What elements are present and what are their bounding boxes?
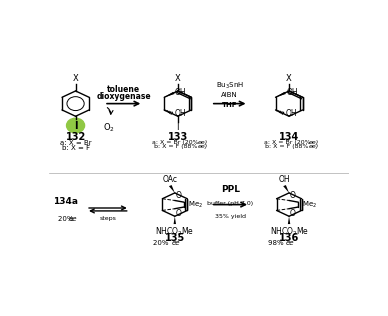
Text: dioxygenase: dioxygenase (96, 92, 151, 101)
Text: Me$_2$: Me$_2$ (188, 199, 203, 210)
Text: ee: ee (172, 240, 180, 246)
Text: O: O (175, 191, 181, 200)
Text: NHCO$_2$Me: NHCO$_2$Me (270, 225, 308, 238)
Text: 136: 136 (279, 233, 299, 243)
Text: 20%: 20% (59, 216, 75, 222)
Text: 98%: 98% (268, 240, 284, 246)
Text: O: O (175, 209, 181, 218)
Polygon shape (169, 185, 175, 193)
Text: X: X (175, 74, 181, 83)
Text: 133: 133 (168, 131, 188, 142)
Text: X: X (286, 74, 292, 83)
Polygon shape (275, 92, 286, 97)
Text: a: X = Br (20%: a: X = Br (20% (263, 140, 312, 145)
Text: ee: ee (286, 240, 294, 246)
Text: buffer (pH 7.0): buffer (pH 7.0) (207, 201, 253, 206)
Circle shape (66, 118, 85, 133)
Text: b: X = F (88%: b: X = F (88% (154, 144, 199, 149)
Text: O: O (289, 191, 295, 200)
Text: Bu$_3$SnH: Bu$_3$SnH (215, 81, 244, 91)
Text: O$_2$: O$_2$ (103, 121, 114, 134)
Text: b: X = F: b: X = F (62, 145, 90, 151)
Text: 134: 134 (279, 131, 299, 142)
Text: 135: 135 (165, 233, 185, 243)
Polygon shape (283, 185, 289, 193)
Text: a: X = Br: a: X = Br (60, 140, 92, 146)
Text: a: X = Br (20%: a: X = Br (20% (152, 140, 200, 145)
Text: OH: OH (175, 109, 186, 118)
Text: toluene: toluene (107, 85, 140, 94)
Text: PPL: PPL (221, 185, 240, 194)
Polygon shape (288, 216, 290, 224)
Polygon shape (164, 92, 175, 97)
Text: Me$_2$: Me$_2$ (302, 199, 317, 210)
Polygon shape (173, 216, 176, 224)
Text: ee): ee) (308, 140, 319, 145)
Text: ee): ee) (197, 140, 208, 145)
Text: ee: ee (68, 216, 77, 222)
Text: I: I (177, 123, 179, 131)
Text: 132: 132 (66, 131, 86, 142)
Text: NHCO$_2$Me: NHCO$_2$Me (155, 225, 194, 238)
Text: THF: THF (222, 102, 237, 108)
Text: O: O (289, 209, 295, 218)
Text: OH: OH (286, 109, 297, 118)
Text: I: I (74, 120, 77, 131)
Text: ee): ee) (197, 144, 208, 149)
Text: X: X (73, 74, 78, 83)
Text: ee): ee) (308, 144, 319, 149)
Text: AIBN: AIBN (221, 92, 238, 98)
Text: b: X = F (88%: b: X = F (88% (265, 144, 310, 149)
Text: steps: steps (99, 216, 116, 221)
Text: OH: OH (175, 88, 187, 97)
Text: 20%: 20% (153, 240, 170, 246)
Text: 134a: 134a (52, 197, 78, 206)
Text: OH: OH (286, 88, 298, 97)
Text: OH: OH (279, 175, 290, 185)
Text: OAc: OAc (163, 175, 178, 185)
Text: 35% yield: 35% yield (215, 214, 246, 219)
